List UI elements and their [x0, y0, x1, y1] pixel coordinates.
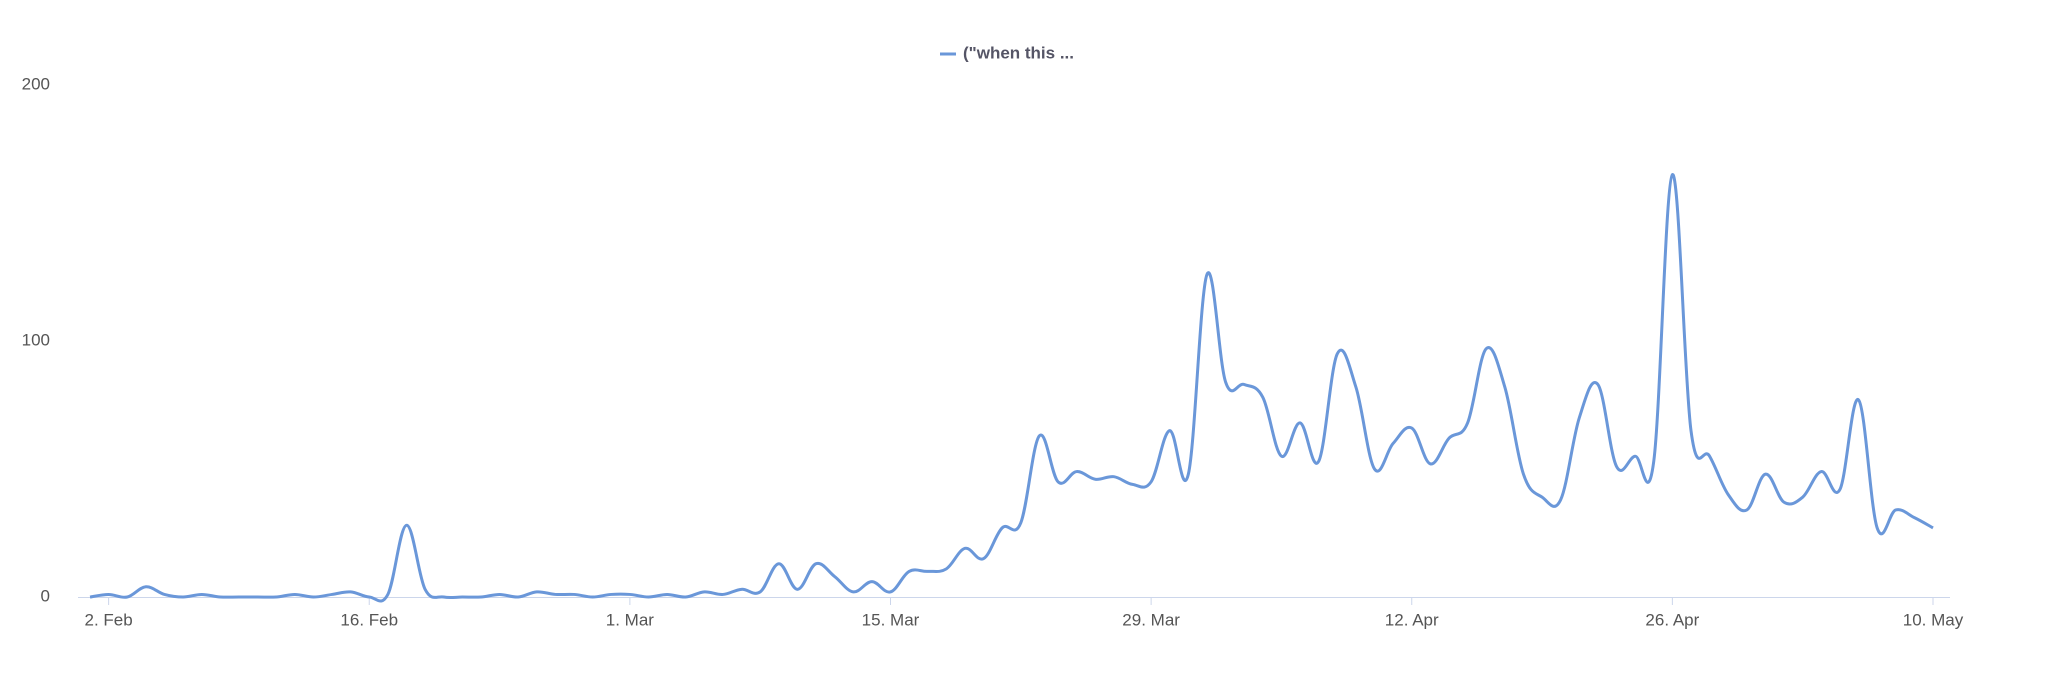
y-tick-label: 100: [22, 330, 50, 349]
x-tick-label: 15. Mar: [862, 610, 920, 629]
y-tick-label: 0: [41, 586, 50, 605]
series-line: [89, 173, 1934, 603]
x-tick-label: 2. Feb: [85, 610, 133, 629]
x-tick-label: 26. Apr: [1645, 610, 1699, 629]
legend-label: ("when this ...: [963, 43, 1074, 62]
x-tick-label: 12. Apr: [1385, 610, 1439, 629]
x-tick-label: 10. May: [1903, 610, 1964, 629]
x-tick-label: 29. Mar: [1122, 610, 1180, 629]
x-tick-label: 1. Mar: [606, 610, 655, 629]
x-tick-label: 16. Feb: [340, 610, 398, 629]
y-tick-label: 200: [22, 74, 50, 93]
